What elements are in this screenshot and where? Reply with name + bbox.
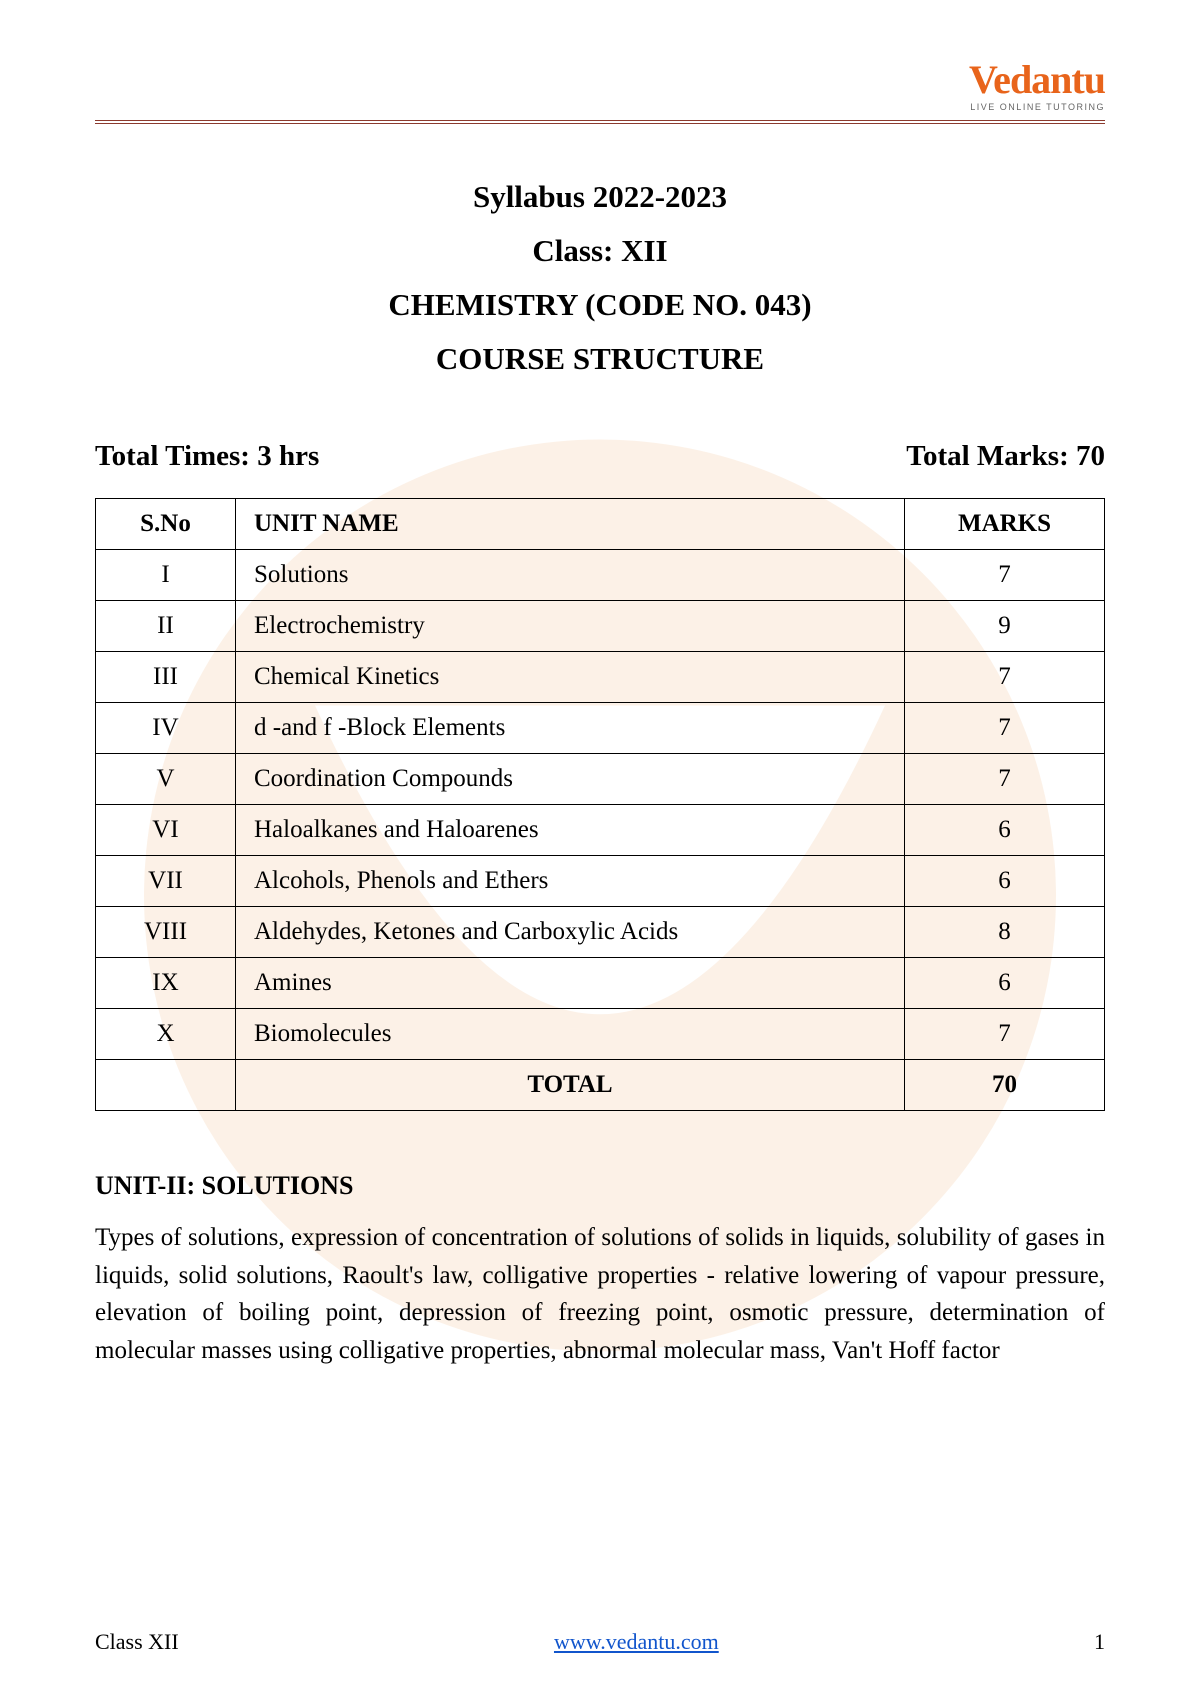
table-row: XBiomolecules7 [96,1009,1105,1060]
cell-unit: Alcohols, Phenols and Ethers [236,856,905,907]
cell-sno: I [96,550,236,601]
cell-sno: IX [96,958,236,1009]
cell-sno: III [96,652,236,703]
header-marks: MARKS [905,499,1105,550]
table-row: ISolutions7 [96,550,1105,601]
cell-unit: Biomolecules [236,1009,905,1060]
footer-link[interactable]: www.vedantu.com [554,1629,719,1655]
cell-sno: II [96,601,236,652]
cell-unit: Haloalkanes and Haloarenes [236,805,905,856]
table-row: IIIChemical Kinetics7 [96,652,1105,703]
cell-unit: Coordination Compounds [236,754,905,805]
meta-row: Total Times: 3 hrs Total Marks: 70 [95,440,1105,473]
title-syllabus: Syllabus 2022-2023 [95,179,1105,215]
unit-body: Types of solutions, expression of concen… [95,1219,1105,1369]
page-footer: Class XII www.vedantu.com 1 [95,1589,1105,1655]
cell-marks: 7 [905,1009,1105,1060]
cell-marks: 6 [905,856,1105,907]
cell-marks: 8 [905,907,1105,958]
header-sno: S.No [96,499,236,550]
brand-name: Vedantu [969,60,1105,100]
cell-marks: 6 [905,958,1105,1009]
title-block: Syllabus 2022-2023 Class: XII CHEMISTRY … [95,179,1105,395]
cell-sno: VIII [96,907,236,958]
cell-sno: IV [96,703,236,754]
cell-marks: 9 [905,601,1105,652]
page-container: Vedantu LIVE ONLINE TUTORING Syllabus 20… [0,0,1200,1695]
header-unit: UNIT NAME [236,499,905,550]
header-rule [95,120,1105,124]
cell-marks: 7 [905,550,1105,601]
cell-unit: Chemical Kinetics [236,652,905,703]
title-course-structure: COURSE STRUCTURE [95,341,1105,377]
table-row: IVd -and f -Block Elements7 [96,703,1105,754]
total-sno-blank [96,1060,236,1111]
footer-page-number: 1 [1094,1629,1105,1655]
cell-marks: 7 [905,652,1105,703]
total-time: Total Times: 3 hrs [95,440,319,473]
brand-tagline: LIVE ONLINE TUTORING [970,102,1105,112]
cell-unit: Amines [236,958,905,1009]
cell-sno: VII [96,856,236,907]
title-subject: CHEMISTRY (CODE NO. 043) [95,287,1105,323]
cell-sno: V [96,754,236,805]
cell-sno: X [96,1009,236,1060]
cell-unit: Electrochemistry [236,601,905,652]
table-total-row: TOTAL 70 [96,1060,1105,1111]
total-marks: Total Marks: 70 [906,440,1105,473]
table-row: IIElectrochemistry9 [96,601,1105,652]
total-value: 70 [905,1060,1105,1111]
cell-marks: 7 [905,703,1105,754]
cell-marks: 6 [905,805,1105,856]
title-class: Class: XII [95,233,1105,269]
brand-logo: Vedantu LIVE ONLINE TUTORING [969,60,1105,112]
table-row: VIIIAldehydes, Ketones and Carboxylic Ac… [96,907,1105,958]
footer-class: Class XII [95,1629,179,1655]
cell-unit: Solutions [236,550,905,601]
table-row: VIHaloalkanes and Haloarenes6 [96,805,1105,856]
cell-marks: 7 [905,754,1105,805]
unit-heading: UNIT-II: SOLUTIONS [95,1171,1105,1201]
table-row: IXAmines6 [96,958,1105,1009]
table-row: VCoordination Compounds7 [96,754,1105,805]
table-header-row: S.No UNIT NAME MARKS [96,499,1105,550]
cell-unit: d -and f -Block Elements [236,703,905,754]
cell-unit: Aldehydes, Ketones and Carboxylic Acids [236,907,905,958]
cell-sno: VI [96,805,236,856]
table-row: VIIAlcohols, Phenols and Ethers6 [96,856,1105,907]
table-body: ISolutions7IIElectrochemistry9IIIChemica… [96,550,1105,1060]
total-label: TOTAL [236,1060,905,1111]
header: Vedantu LIVE ONLINE TUTORING [95,60,1105,112]
syllabus-table: S.No UNIT NAME MARKS ISolutions7IIElectr… [95,498,1105,1111]
